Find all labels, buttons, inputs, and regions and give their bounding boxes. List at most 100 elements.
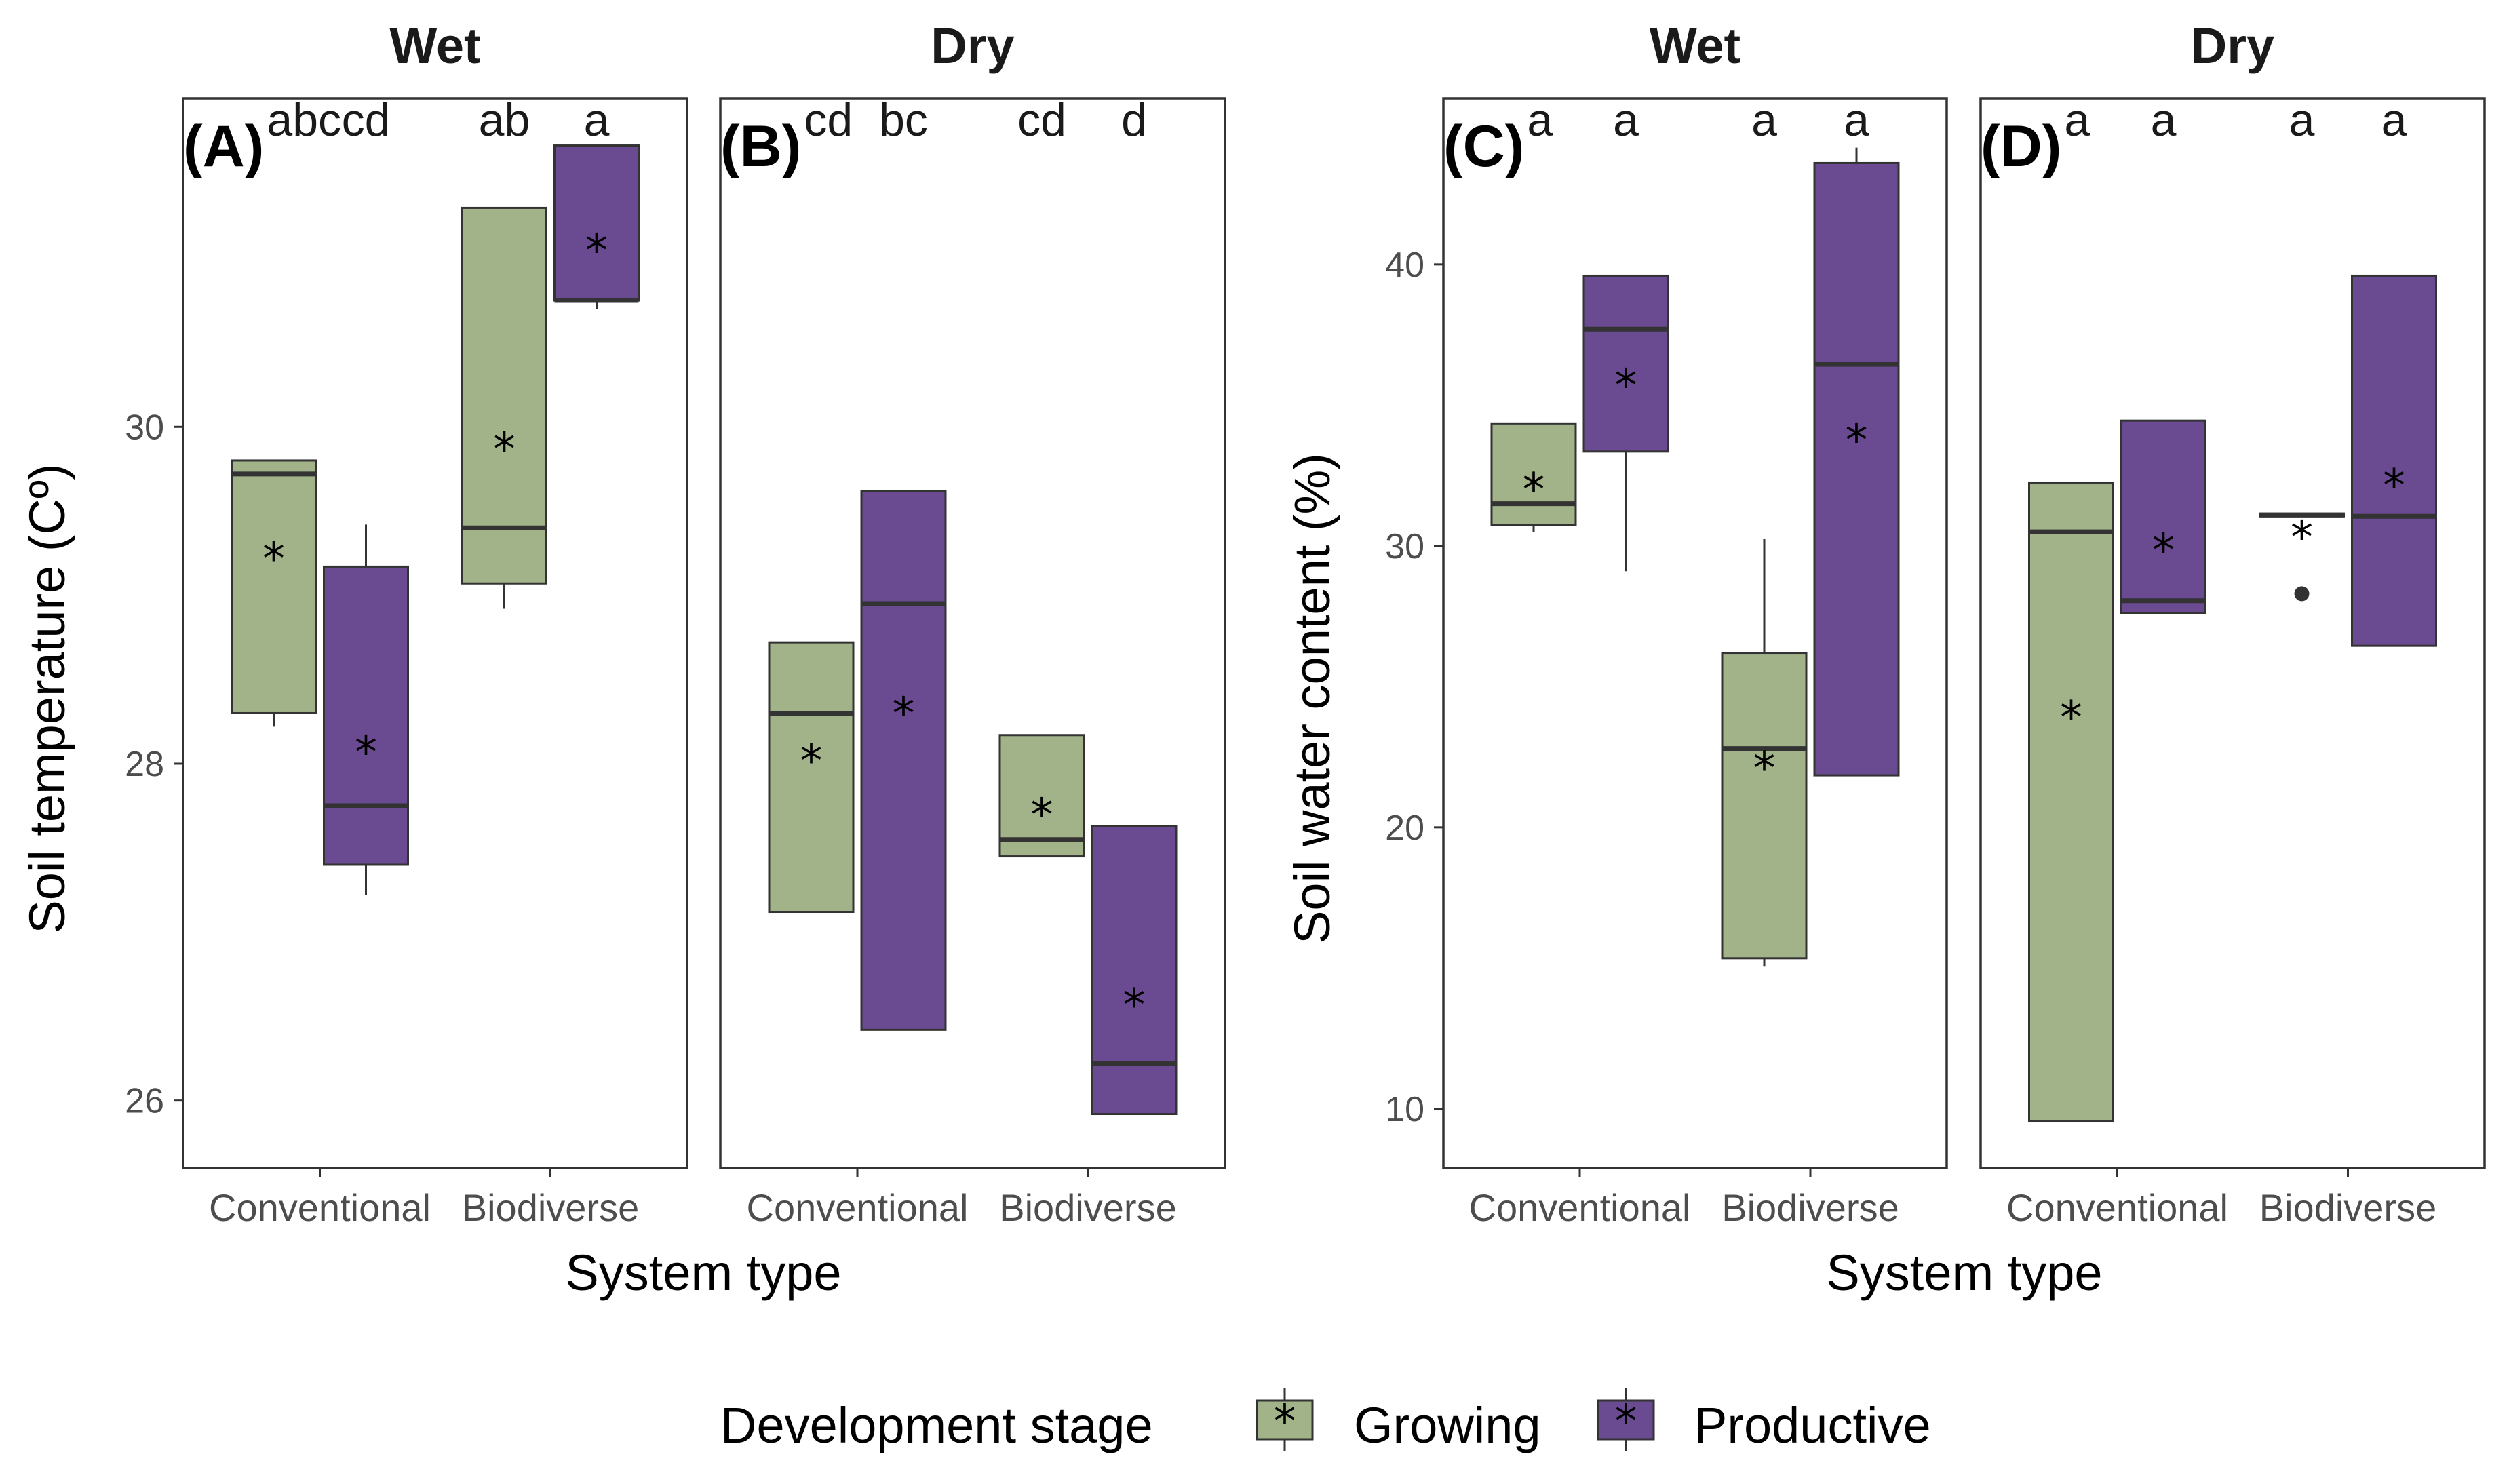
significance-letter: a (1527, 94, 1553, 146)
box-biodiverse-productive: *a (1813, 94, 1900, 777)
legend-key-growing: * (1256, 1388, 1314, 1451)
box-biodiverse-productive: *d (1091, 94, 1178, 1116)
mean-marker: * (262, 533, 285, 585)
panel-label-B: (B) (720, 114, 801, 179)
mean-marker: * (1753, 742, 1776, 794)
box-biodiverse-growing: *a (2259, 94, 2345, 602)
significance-letter: cd (804, 94, 853, 146)
strip-title-C: Wet (1650, 18, 1740, 74)
panel-border (182, 97, 688, 1169)
box-conventional-growing: * cd (768, 94, 855, 914)
box-biodiverse-growing: * cd (998, 94, 1085, 858)
mean-marker: * (1031, 789, 1053, 841)
panel-label-A: (A) (183, 114, 264, 179)
box-body (461, 206, 547, 585)
legend-label-productive: Productive (1694, 1397, 1931, 1453)
svg-text:*: * (1615, 1395, 1637, 1447)
box-body (2028, 481, 2114, 1123)
y-tick-label-30: 30 (125, 408, 164, 447)
box-conventional-productive: *a (1582, 94, 1669, 572)
legend: Development stage * Growing * Productive (720, 1388, 1931, 1453)
mean-marker: * (1846, 414, 1868, 467)
legend-title: Development stage (720, 1397, 1153, 1453)
x-axis-title-right: System type (1826, 1245, 2102, 1301)
significance-letter: cd (342, 94, 391, 146)
significance-letter: abc (267, 94, 341, 146)
panel-label-C: (C) (1443, 114, 1524, 179)
legend-key-productive: * (1597, 1388, 1655, 1451)
mean-marker: * (2152, 524, 2175, 577)
panel-border (1442, 97, 1948, 1169)
y-tick-label-26: 26 (125, 1082, 164, 1121)
y-tick-label-28: 28 (125, 745, 164, 784)
mean-marker: * (493, 423, 516, 475)
significance-letter: a (1751, 94, 1777, 146)
x-tick-label-biodiverse: Biodiverse (1722, 1186, 1899, 1229)
significance-letter: a (2064, 94, 2090, 146)
strip-title-D: Dry (2191, 18, 2274, 74)
box-conventional-growing: *a (2028, 94, 2114, 1123)
y-axis-title-water: Soil water content (%) (1284, 453, 1340, 944)
box-body (998, 734, 1085, 858)
box-body (1582, 274, 1669, 453)
x-tick-label-conventional: Conventional (2006, 1186, 2228, 1229)
box-body (768, 641, 855, 914)
significance-letter: bc (879, 94, 928, 146)
box-body (2351, 274, 2437, 647)
box-body (2120, 419, 2206, 614)
svg-text:*: * (1274, 1395, 1296, 1447)
y-tick-label-20: 20 (1385, 808, 1424, 848)
box-conventional-productive: *a (2120, 94, 2206, 614)
y-tick-label-40: 40 (1385, 246, 1424, 285)
box-body (323, 565, 409, 866)
strip-title-B: Dry (931, 18, 1014, 74)
box-body (1721, 652, 1808, 960)
significance-letter: d (1121, 94, 1147, 146)
significance-letter: a (2289, 94, 2315, 146)
significance-letter: cd (1017, 94, 1066, 146)
strip-title-A: Wet (389, 18, 480, 74)
x-tick-label-biodiverse: Biodiverse (2259, 1186, 2436, 1229)
mean-marker: * (355, 726, 377, 779)
box-biodiverse-growing: *a (1721, 94, 1808, 967)
y-tick-label-10: 10 (1385, 1090, 1424, 1129)
significance-letter: a (1844, 94, 1869, 146)
box-body (860, 490, 947, 1031)
panel-label-D: (D) (1981, 114, 2061, 179)
mean-marker: * (1123, 979, 1146, 1032)
significance-letter: a (584, 94, 610, 146)
box-body (1813, 161, 1900, 777)
mean-marker: * (1523, 464, 1545, 516)
significance-letter: a (2381, 94, 2407, 146)
significance-letter: ab (479, 94, 530, 146)
outlier-point (2294, 586, 2310, 602)
box-body (553, 144, 640, 302)
box-body (1091, 825, 1178, 1116)
x-tick-label-conventional: Conventional (747, 1186, 969, 1229)
mean-marker: * (585, 224, 608, 277)
box-conventional-productive: * bc (860, 94, 947, 1031)
mean-marker: * (1615, 359, 1637, 412)
box-biodiverse-productive: *a (553, 94, 640, 309)
box-body (231, 459, 317, 714)
box-body (1490, 422, 1577, 526)
y-axis-title-temperature: Soil temperature (Cº) (19, 463, 75, 933)
x-axis-title-left: System type (565, 1245, 841, 1301)
box-biodiverse-productive: *a (2351, 94, 2437, 647)
mean-marker: * (2060, 692, 2082, 744)
box-biodiverse-growing: * ab (461, 94, 547, 609)
mean-marker: * (2383, 459, 2405, 511)
panel-border (1979, 97, 2486, 1169)
legend-label-growing: Growing (1354, 1397, 1541, 1453)
mean-marker: * (893, 688, 915, 740)
mean-marker: * (2291, 511, 2313, 564)
box-conventional-growing: *a (1490, 94, 1577, 532)
box-conventional-productive: * cd (323, 94, 409, 895)
x-tick-label-biodiverse: Biodiverse (462, 1186, 639, 1229)
